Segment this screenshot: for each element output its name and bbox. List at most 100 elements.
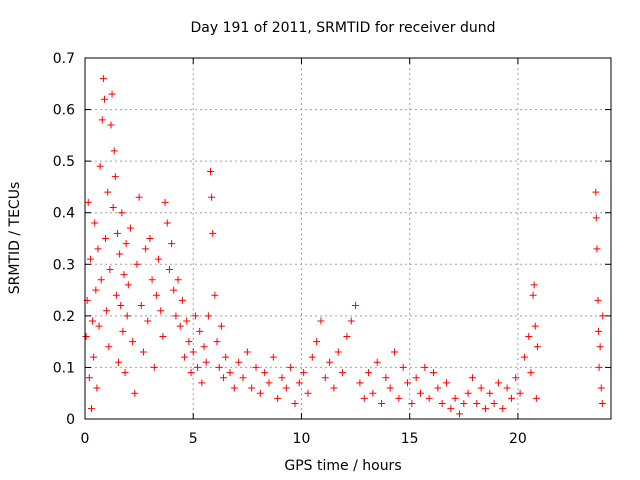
data-point [89,317,97,325]
data-point [155,255,163,263]
data-point [215,363,223,371]
data-point [137,302,145,310]
data-point [347,317,355,325]
data-point [531,322,539,330]
data-point [486,389,494,397]
data-point [308,353,316,361]
data-point [352,302,360,310]
data-point [326,358,334,366]
data-point [90,353,98,361]
data-point [116,250,124,258]
data-point [103,307,111,315]
data-point [165,265,173,273]
data-point [278,374,286,382]
data-point [269,353,277,361]
data-point [98,116,106,124]
y-tick-label: 0.7 [53,51,75,67]
data-point [97,276,105,284]
data-point [274,394,282,402]
data-point [490,400,498,408]
y-tick-label: 0 [66,412,75,428]
data-point [321,374,329,382]
data-point [248,384,256,392]
data-point [421,363,429,371]
y-tick-label: 0.3 [53,257,75,273]
data-point [198,379,206,387]
data-point [529,291,537,299]
data-point [105,343,113,351]
data-point [512,374,520,382]
data-point [170,286,178,294]
data-point [282,384,290,392]
data-point [226,369,234,377]
data-point [110,147,118,155]
data-point [477,384,485,392]
data-point [464,389,472,397]
data-point [183,317,191,325]
data-point [265,379,273,387]
data-point [208,193,216,201]
data-point [187,369,195,377]
data-point [122,240,130,248]
data-point [243,348,251,356]
data-point [150,363,158,371]
data-point [261,369,269,377]
data-point [107,121,115,129]
data-point [148,276,156,284]
data-point [287,363,295,371]
data-point [163,219,171,227]
data-point [96,162,104,170]
data-point [144,317,152,325]
data-point [213,338,221,346]
data-point [451,394,459,402]
data-point [100,95,108,103]
data-point [123,312,131,320]
data-point [425,394,433,402]
data-point [113,229,121,237]
data-point [181,353,189,361]
plot-frame [84,57,612,420]
data-point [460,400,468,408]
data-point [84,198,92,206]
data-point [121,369,129,377]
data-point [204,312,212,320]
data-point [334,348,342,356]
data-point [139,348,147,356]
data-point [442,379,450,387]
y-tick-label: 0.1 [53,360,75,376]
y-tick-labels: 0 0.1 0.2 0.3 0.4 0.5 0.6 0.7 [53,51,75,428]
data-point [360,394,368,402]
data-point [129,338,137,346]
data-point [111,173,119,181]
data-point [112,291,120,299]
data-point [86,255,94,263]
data-point [447,405,455,413]
data-point [378,400,386,408]
x-tick-label: 10 [293,431,311,447]
data-point [339,369,347,377]
data-point [507,394,515,402]
data-point [597,384,605,392]
data-point [109,204,117,212]
data-point [119,327,127,335]
data-point [373,358,381,366]
data-point [593,245,601,253]
data-point [300,369,308,377]
data-point [124,281,132,289]
data-point [386,384,394,392]
data-point [207,167,215,175]
data-point [174,276,182,284]
y-tick-label: 0.6 [53,103,75,119]
data-point [133,260,141,268]
data-point [494,379,502,387]
data-point [104,188,112,196]
data-point [313,338,321,346]
y-tick-label: 0.2 [53,309,75,325]
data-point [108,90,116,98]
x-tick-label: 5 [189,431,198,447]
data-point [159,332,167,340]
data-point [87,405,95,413]
data-point [404,379,412,387]
data-point [157,307,165,315]
